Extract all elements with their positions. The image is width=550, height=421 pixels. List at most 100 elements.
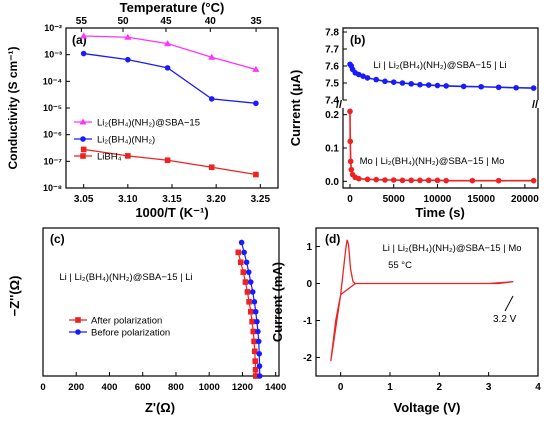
panel-b-data-point	[348, 166, 355, 173]
panel-a-data-point	[164, 40, 172, 47]
panel-c-data-point	[241, 249, 247, 256]
panel-b-y-tick-label: 7.6	[325, 62, 339, 73]
panel-c-x-tick-label: 0	[40, 382, 45, 393]
panel-c-data-point	[244, 289, 251, 295]
panel-b-y-ticks: 7.4 7.5 7.6 7.7 7.8 0.0 0.1 0.2	[325, 28, 347, 188]
panel-b-frame	[342, 27, 539, 100]
panel-b-data-point	[347, 158, 354, 165]
panel-d-annotation-voltage: 3.2 V	[493, 314, 517, 325]
panel-c-data-point	[252, 308, 259, 315]
panel-b-data-point	[417, 177, 423, 184]
panel-a-legend-label: LiBH₄	[97, 152, 122, 163]
panel-a-legend-marker	[79, 118, 87, 125]
panel-b-data-point	[364, 75, 371, 81]
panel-b-annotation-mo: Mo | Li₂(BH₄)(NH₂)@SBA−15 | Mo	[360, 156, 505, 167]
panel-a-data-point	[164, 157, 171, 164]
panel-b-data-point	[408, 177, 415, 184]
panel-c: (c) Z'(Ω) −Z''(Ω) Li | Li₂(BH₄)(NH₂)@SBA…	[7, 227, 286, 415]
panel-c-x-axis-title: Z'(Ω)	[145, 400, 175, 415]
panel-a-legend-marker	[80, 136, 86, 142]
panel-b-data-point	[399, 177, 406, 184]
panel-b-data-point	[530, 177, 537, 184]
panel-a-x-ticks: 3.05 3.10 3.15 3.20 3.25	[74, 184, 271, 205]
panel-b: // // (b) Time (s) Current (μA) Li | Li₂…	[288, 27, 539, 220]
panel-c-legend-marker	[75, 317, 81, 323]
panel-b-frame-lower	[342, 108, 539, 189]
panel-a-y-ticks: 10⁻⁸ 10⁻⁷ 10⁻⁶ 10⁻⁵ 10⁻⁴ 10⁻³ 10⁻²	[43, 23, 70, 193]
panel-c-data-point	[251, 338, 257, 345]
panel-a-data-point	[125, 153, 131, 159]
panel-d-frame	[315, 227, 539, 377]
panel-a-series	[80, 32, 260, 178]
panel-b-break-right: //	[532, 99, 538, 111]
panel-b-data-point	[425, 177, 432, 184]
panel-b-x-tick-label: 0	[347, 194, 353, 205]
panel-a-series-line	[83, 52, 256, 104]
panel-b-data-point	[443, 177, 449, 184]
panel-b-y-axis-title: Current (μA)	[288, 70, 303, 147]
panel-c-data-point	[246, 299, 252, 305]
panel-c-data-point	[255, 338, 262, 345]
panel-b-series-line	[349, 111, 534, 182]
panel-a-y-tick-label: 10⁻⁴	[43, 76, 62, 86]
panel-a-x-axis-title: 1000/T (K⁻¹)	[135, 205, 208, 220]
panel-a-legend-label: Li₂(BH₄)(NH₂)@SBA−15	[97, 118, 200, 129]
panel-b-data-point	[460, 83, 467, 90]
panel-c-data-point	[254, 318, 260, 325]
panel-a-top-tick-label: 50	[117, 16, 129, 27]
panel-c-legend-label: Before polarization	[91, 328, 170, 339]
panel-b-data-point	[390, 177, 397, 183]
panel-a-y-tick-label: 10⁻⁸	[43, 183, 62, 193]
panel-a-data-point	[124, 33, 132, 40]
panel-b-data-point	[408, 81, 415, 87]
panel-c-x-tick-label: 600	[135, 382, 151, 393]
panel-a-top-tick-label: 45	[160, 16, 172, 27]
panel-b-x-tick-label: 10000	[424, 194, 452, 205]
panel-a-top-ticks: 55 50 45 40 35	[76, 16, 262, 32]
panel-c-data-point	[245, 269, 252, 275]
panel-a: (a) Temperature (°C) 1000/T (K⁻¹) Conduc…	[6, 0, 279, 220]
panel-a-y-tick-label: 10⁻⁶	[43, 130, 62, 140]
panel-d-y-tick-label: 0	[306, 279, 312, 290]
panel-b-y-tick-label: 7.7	[325, 45, 339, 56]
panel-d-annotation-arrow	[504, 295, 514, 312]
panel-b-data-point	[495, 177, 502, 184]
panel-b-data-point	[399, 80, 406, 86]
panel-c-x-tick-label: 800	[168, 382, 184, 393]
panel-c-y-axis-title: −Z''(Ω)	[7, 276, 22, 317]
panel-d-y-tick-label: -2	[303, 353, 312, 364]
panel-c-legend-marker	[75, 329, 81, 335]
panel-c-data-point	[249, 289, 256, 295]
panel-d-y-tick-label: 1	[306, 242, 312, 253]
panel-a-data-point	[80, 32, 88, 39]
panel-a-data-point	[253, 171, 259, 178]
panel-d-y-tick-label: -1	[303, 316, 312, 327]
panel-b-data-point	[513, 84, 519, 91]
panel-b-y-tick-label: 0.0	[325, 177, 339, 188]
panel-c-data-point	[251, 348, 258, 355]
panel-c-data-point	[256, 350, 263, 357]
panel-d-x-tick-label: 4	[535, 382, 541, 393]
panel-c-data-point	[250, 328, 257, 335]
panel-b-y-tick-label: 7.4	[325, 96, 339, 107]
panel-c-x-tick-label: 400	[102, 382, 118, 393]
panel-c-data-point	[237, 259, 244, 266]
panel-b-data-point	[443, 83, 449, 89]
panel-d-x-tick-label: 0	[338, 382, 344, 393]
panel-b-x-axis-title: Time (s)	[415, 205, 465, 220]
panel-b-data-point	[469, 177, 476, 184]
panel-d-label: (d)	[325, 232, 340, 246]
panel-a-top-tick-label: 40	[205, 16, 217, 27]
panel-b-data-point	[495, 84, 502, 91]
panel-b-y-tick-label: 7.5	[325, 79, 339, 90]
panel-b-label: (b)	[350, 33, 365, 47]
panel-c-data-point	[252, 367, 259, 373]
panel-a-data-point	[253, 100, 259, 107]
panel-d-x-ticks: 0 1 2 3 4	[338, 372, 541, 393]
panel-b-data-point	[360, 73, 366, 79]
panel-a-data-point	[208, 96, 215, 102]
panel-c-data-point	[238, 239, 245, 246]
panel-b-data-point	[373, 176, 380, 183]
panel-c-data-point	[247, 308, 254, 315]
